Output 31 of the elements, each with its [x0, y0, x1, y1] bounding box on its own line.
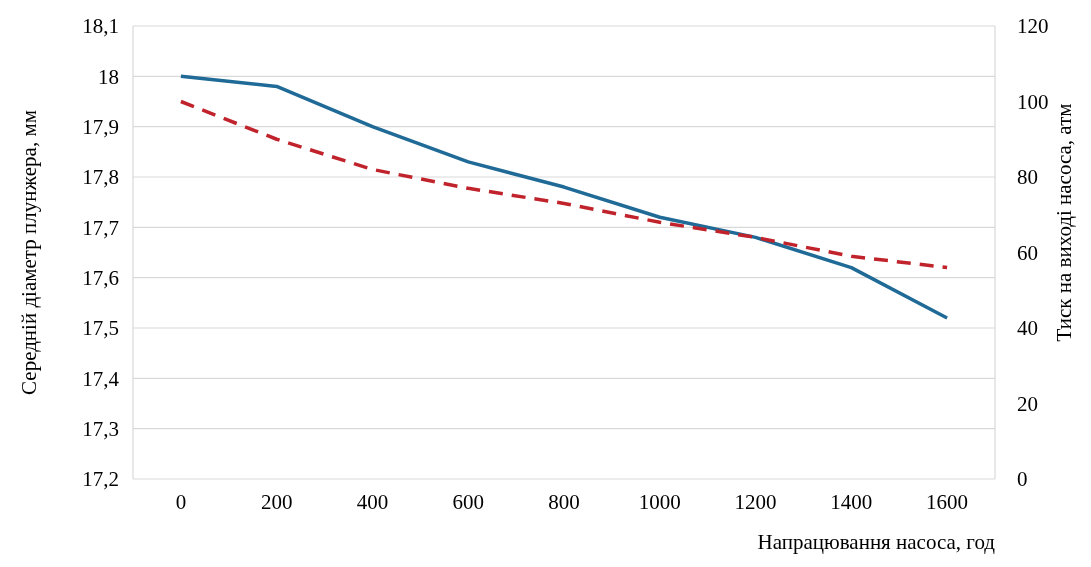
y-tick-label: 17,3	[82, 417, 119, 442]
line-series	[179, 74, 949, 320]
y2-tick-label: 100	[1017, 89, 1049, 114]
x-tick-label: 1200	[734, 490, 777, 514]
y-axis-title: Середній діаметр плунжера, мм	[17, 110, 41, 395]
y-tick-label: 17,7	[82, 215, 119, 240]
y-tick-label: 17,2	[82, 467, 119, 492]
x-tick-label: 0	[175, 490, 187, 514]
y2-axis-title: Тиск на виході насоса, атм	[1052, 103, 1076, 342]
x-tick-label: 1400	[830, 490, 873, 514]
x-tick-label: 600	[452, 490, 484, 514]
y2-tick-label: 80	[1017, 165, 1038, 190]
x-axis-title: Напрацювання насоса, год	[757, 530, 996, 554]
y2-tick-label: 120	[1017, 14, 1049, 39]
y-tick-label: 18,1	[82, 14, 119, 39]
x-tick-label: 800	[548, 490, 580, 514]
y2-tick-label: 20	[1017, 391, 1038, 416]
y-tick-label: 17,9	[82, 115, 119, 140]
y-tick-label: 17,8	[82, 165, 119, 190]
y-tick-label: 17,5	[82, 316, 119, 341]
y2-tick-label: 0	[1017, 467, 1028, 492]
x-tick-label: 400	[356, 490, 389, 514]
y2-tick-label: 40	[1017, 316, 1038, 341]
x-tick-label: 200	[260, 490, 293, 514]
y-tick-label: 17,4	[82, 366, 120, 391]
x-tick-label: 1000	[638, 490, 681, 514]
y-tick-label: 17,6	[82, 266, 119, 291]
x-tick-label: 1600	[926, 490, 969, 514]
y-tick-label: 18	[98, 64, 119, 89]
y2-tick-label: 60	[1017, 240, 1038, 265]
line-series	[179, 99, 949, 270]
